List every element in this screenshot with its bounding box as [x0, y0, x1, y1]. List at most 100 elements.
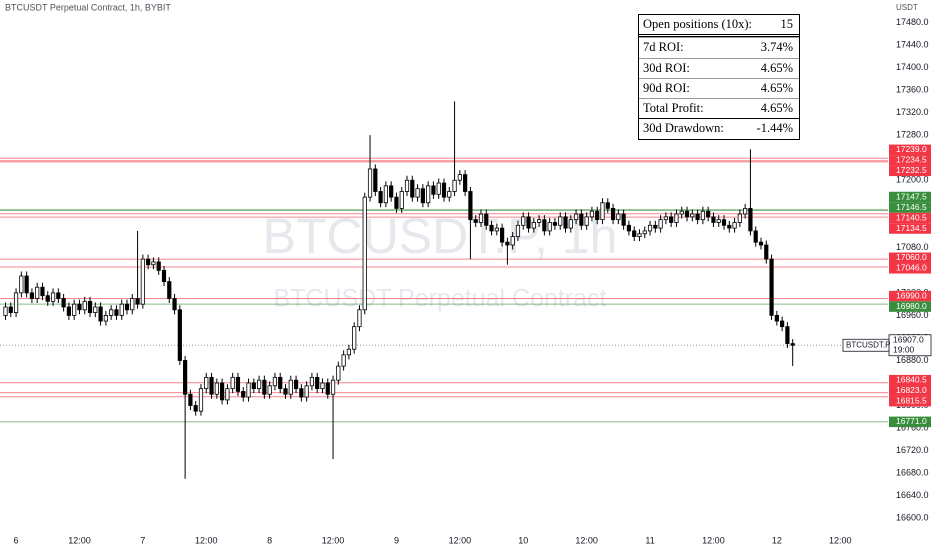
candle-body: [542, 219, 547, 232]
stats-value: 4.65%: [760, 101, 793, 116]
level-label: 17140.5: [896, 212, 927, 222]
candle-body: [579, 213, 584, 226]
candle-body: [103, 315, 108, 322]
candle-body: [352, 326, 357, 350]
stats-label: 7d ROI:: [643, 40, 684, 55]
level-label: 16840.5: [896, 374, 927, 384]
candle-body: [452, 179, 457, 192]
last-price-label: 16907.0: [893, 335, 924, 345]
candle-body: [494, 227, 499, 232]
stats-label: 90d ROI:: [643, 80, 690, 95]
candle-body: [515, 224, 521, 237]
candle-body: [690, 213, 695, 218]
candle-body: [315, 376, 320, 390]
candle-body: [626, 224, 632, 232]
candle-body: [447, 191, 452, 198]
level-label: 17147.5: [896, 191, 927, 201]
candle-body: [484, 213, 489, 226]
x-tick-label: 6: [14, 535, 19, 545]
x-tick-label: 12:00: [68, 535, 91, 545]
candle-body: [563, 216, 568, 229]
level-label-box: [889, 165, 931, 177]
x-tick-label: 7: [140, 535, 145, 545]
candle-body: [177, 309, 182, 361]
candle-body: [230, 376, 235, 390]
candle-body: [500, 227, 505, 243]
stats-row: 30d Drawdown: -1.44%: [639, 118, 799, 138]
candle-body: [3, 306, 8, 316]
candle-body: [399, 191, 404, 209]
level-label-box: [889, 290, 931, 302]
last-price-time: 19:00: [893, 345, 915, 355]
candle-body: [151, 261, 156, 266]
candle-body: [24, 275, 29, 294]
candle-body: [299, 388, 304, 398]
candle-body: [616, 213, 621, 221]
candle-body: [552, 222, 558, 226]
candle-body: [161, 269, 167, 283]
level-label: 16771.0: [896, 416, 927, 426]
level-label-box: [889, 263, 931, 274]
candle-body: [605, 202, 610, 209]
candle-body: [589, 210, 595, 218]
candle-body: [188, 393, 193, 406]
candle-body: [785, 326, 790, 344]
level-label-box: [889, 252, 931, 264]
candle-body: [769, 258, 774, 316]
candle-body: [77, 303, 82, 311]
candle-body: [642, 230, 647, 235]
candle-body: [87, 300, 93, 313]
level-label-box: [889, 191, 931, 203]
candle-body: [119, 303, 124, 316]
candle-body: [632, 230, 637, 237]
x-tick-label: 12:00: [449, 535, 472, 545]
candle-body: [706, 210, 711, 218]
candle-body: [272, 376, 278, 387]
candle-body: [431, 185, 436, 195]
candle-body: [278, 376, 283, 390]
x-tick-label: 12: [772, 535, 782, 545]
x-tick-label: 12:00: [195, 535, 218, 545]
candle-body: [309, 376, 315, 387]
chart-title: BTCUSDT Perpetual Contract, 1h, BYBIT: [5, 2, 171, 12]
stats-value: 4.65%: [760, 60, 793, 75]
level-label: 17134.5: [896, 223, 927, 233]
candle-body: [732, 222, 737, 229]
candle-body: [172, 298, 177, 311]
candle-body: [753, 230, 758, 243]
x-tick-label: 11: [645, 535, 654, 545]
x-tick-label: 12:00: [575, 535, 598, 545]
candle-body: [72, 303, 77, 316]
stats-label: 30d ROI:: [643, 60, 690, 75]
candle-body: [404, 179, 410, 192]
candle-body: [225, 388, 230, 401]
x-tick-label: 8: [267, 535, 272, 545]
stats-value: -1.44%: [756, 121, 793, 136]
candle-body: [505, 241, 510, 246]
stats-value: 15: [780, 17, 794, 31]
candle-body: [19, 275, 24, 294]
y-tick-label: 17360.0: [896, 84, 929, 94]
candle-body: [241, 391, 246, 398]
candle-body: [362, 196, 367, 311]
candle-body: [663, 216, 668, 221]
candle-body: [415, 188, 420, 198]
candle-body: [695, 213, 700, 221]
candle-body: [426, 185, 431, 204]
candle-body: [436, 182, 441, 195]
x-tick-label: 12:00: [829, 535, 852, 545]
candle-body: [637, 233, 642, 237]
candle-body: [526, 216, 531, 229]
level-label-box: [889, 395, 931, 407]
candle-body: [214, 382, 219, 395]
stats-table: Open positions (10x): 15 7d ROI: 3.74% 30d R…: [638, 14, 800, 140]
y-tick-label: 17200.0: [896, 175, 929, 185]
candle-body: [547, 222, 552, 232]
stats-row: Total Profit: 4.65%: [639, 98, 799, 118]
candle-body: [267, 385, 272, 395]
candle-body: [61, 298, 66, 308]
candle-body: [610, 207, 616, 221]
candle-body: [378, 191, 383, 204]
candle-body: [114, 309, 119, 316]
